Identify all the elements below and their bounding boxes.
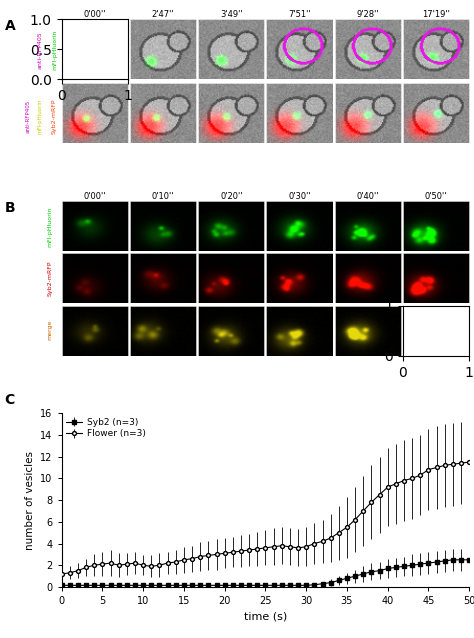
Title: 0'00'': 0'00'' xyxy=(83,10,106,19)
Text: mFl-pHluorin: mFl-pHluorin xyxy=(38,98,43,133)
Title: 17'19'': 17'19'' xyxy=(422,10,450,19)
Text: B: B xyxy=(5,200,15,214)
Title: 0'00'': 0'00'' xyxy=(83,191,106,200)
Text: Syb2-mRFP: Syb2-mRFP xyxy=(47,260,52,296)
Title: 9'28'': 9'28'' xyxy=(356,10,379,19)
Text: Syb2-mRFP: Syb2-mRFP xyxy=(52,98,57,134)
Text: merge: merge xyxy=(47,320,52,340)
Title: 3'49'': 3'49'' xyxy=(220,10,243,19)
Title: 0'10'': 0'10'' xyxy=(152,191,174,200)
Text: mFl-pHluorin: mFl-pHluorin xyxy=(47,206,52,247)
Text: A: A xyxy=(5,19,16,33)
Text: C: C xyxy=(5,393,15,407)
Y-axis label: number of vesicles: number of vesicles xyxy=(25,450,35,549)
Title: 2'47'': 2'47'' xyxy=(152,10,174,19)
Title: 0'20'': 0'20'' xyxy=(220,191,243,200)
Text: anti-RFP405: anti-RFP405 xyxy=(26,100,31,133)
X-axis label: time (s): time (s) xyxy=(244,612,287,621)
Legend: Syb2 (n=3), Flower (n=3): Syb2 (n=3), Flower (n=3) xyxy=(66,418,146,438)
Text: anti-RFP405: anti-RFP405 xyxy=(38,31,43,69)
Title: 0'30'': 0'30'' xyxy=(288,191,311,200)
Text: mFl-pHluorin: mFl-pHluorin xyxy=(52,30,57,70)
Title: 7'51'': 7'51'' xyxy=(288,10,311,19)
Title: 0'50'': 0'50'' xyxy=(425,191,447,200)
Title: 0'40'': 0'40'' xyxy=(356,191,379,200)
